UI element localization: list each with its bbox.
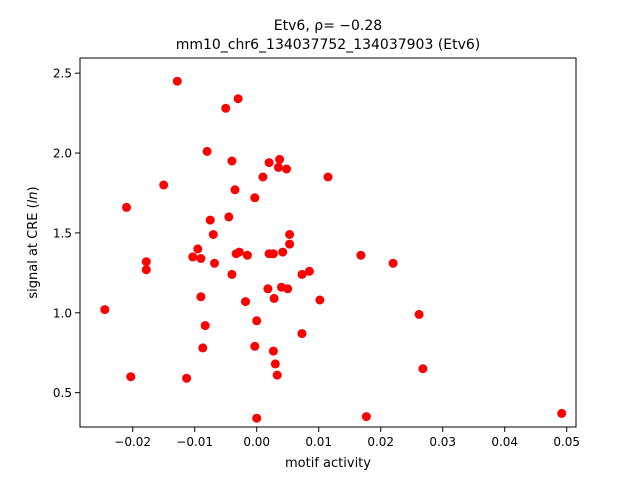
x-ticks: −0.02 −0.01 0.00 0.01 0.02 0.03 0.04 0.05 bbox=[114, 427, 580, 449]
x-tick-label: 0.05 bbox=[553, 435, 580, 449]
data-point bbox=[241, 297, 250, 307]
data-point bbox=[273, 162, 283, 172]
x-tick-label: 0.01 bbox=[305, 435, 332, 449]
data-point bbox=[264, 158, 274, 168]
y-tick-label: 0.5 bbox=[53, 386, 72, 400]
data-point bbox=[388, 258, 398, 268]
data-point bbox=[233, 94, 243, 104]
y-tick-label: 1.0 bbox=[53, 306, 72, 320]
data-point bbox=[297, 329, 307, 339]
data-point bbox=[200, 321, 210, 331]
data-point bbox=[202, 146, 212, 156]
data-point bbox=[141, 257, 151, 267]
x-tick-label: 0.02 bbox=[367, 435, 394, 449]
data-point bbox=[304, 266, 314, 276]
data-point bbox=[557, 408, 567, 418]
data-point bbox=[272, 370, 282, 380]
y-axis-label-unit: ln bbox=[26, 191, 41, 203]
data-point bbox=[172, 76, 182, 86]
x-axis-label: motif activity bbox=[285, 456, 371, 471]
data-point bbox=[285, 230, 295, 239]
data-point bbox=[418, 364, 428, 374]
data-point bbox=[270, 359, 280, 369]
data-point bbox=[234, 247, 244, 257]
y-tick-label: 2.5 bbox=[53, 67, 72, 81]
data-point bbox=[242, 250, 252, 260]
data-point bbox=[230, 185, 240, 195]
data-point bbox=[297, 269, 307, 279]
data-point bbox=[323, 172, 333, 182]
data-point bbox=[196, 292, 206, 302]
data-point bbox=[252, 316, 262, 326]
data-point bbox=[224, 212, 234, 222]
data-point bbox=[250, 341, 260, 351]
x-tick-label: −0.02 bbox=[114, 435, 151, 449]
data-point bbox=[258, 172, 268, 182]
y-tick-label: 2.0 bbox=[53, 147, 72, 161]
points-layer bbox=[100, 76, 567, 423]
data-point bbox=[227, 269, 237, 279]
chart-title-line2: mm10_chr6_134037752_134037903 (Etv6) bbox=[176, 37, 481, 53]
data-point bbox=[122, 202, 131, 212]
data-point bbox=[196, 254, 206, 263]
data-point bbox=[221, 103, 231, 113]
x-tick-label: 0.03 bbox=[429, 435, 456, 449]
data-point bbox=[268, 346, 278, 356]
data-point bbox=[210, 258, 219, 268]
data-point bbox=[250, 193, 260, 203]
data-point bbox=[283, 284, 293, 294]
data-point bbox=[252, 413, 262, 423]
data-point bbox=[205, 215, 215, 225]
data-point bbox=[278, 247, 288, 257]
data-point bbox=[315, 295, 325, 305]
data-point bbox=[100, 305, 110, 315]
data-point bbox=[141, 265, 151, 275]
data-point bbox=[208, 230, 218, 239]
x-tick-label: −0.01 bbox=[176, 435, 213, 449]
chart-title-line1: Etv6, ρ= −0.28 bbox=[274, 18, 382, 34]
y-axis-label: signal at CRE (ln) bbox=[26, 186, 41, 298]
data-point bbox=[193, 244, 203, 254]
x-tick-label: 0.04 bbox=[491, 435, 518, 449]
data-point bbox=[159, 180, 169, 190]
y-tick-label: 1.5 bbox=[53, 226, 72, 240]
data-point bbox=[268, 249, 278, 259]
data-point bbox=[188, 252, 198, 262]
data-point bbox=[285, 239, 295, 249]
data-point bbox=[182, 373, 192, 383]
y-ticks: 0.5 1.0 1.5 2.0 2.5 bbox=[53, 67, 80, 400]
data-point bbox=[198, 343, 208, 353]
data-point bbox=[275, 154, 285, 164]
data-point bbox=[356, 250, 366, 260]
data-point bbox=[414, 309, 424, 319]
data-point bbox=[227, 156, 237, 166]
data-point bbox=[269, 293, 279, 303]
x-tick-label: 0.00 bbox=[243, 435, 270, 449]
data-point bbox=[361, 412, 371, 422]
plot-frame bbox=[79, 57, 577, 428]
data-point bbox=[263, 284, 273, 294]
data-point bbox=[126, 372, 136, 382]
data-point bbox=[282, 164, 291, 174]
